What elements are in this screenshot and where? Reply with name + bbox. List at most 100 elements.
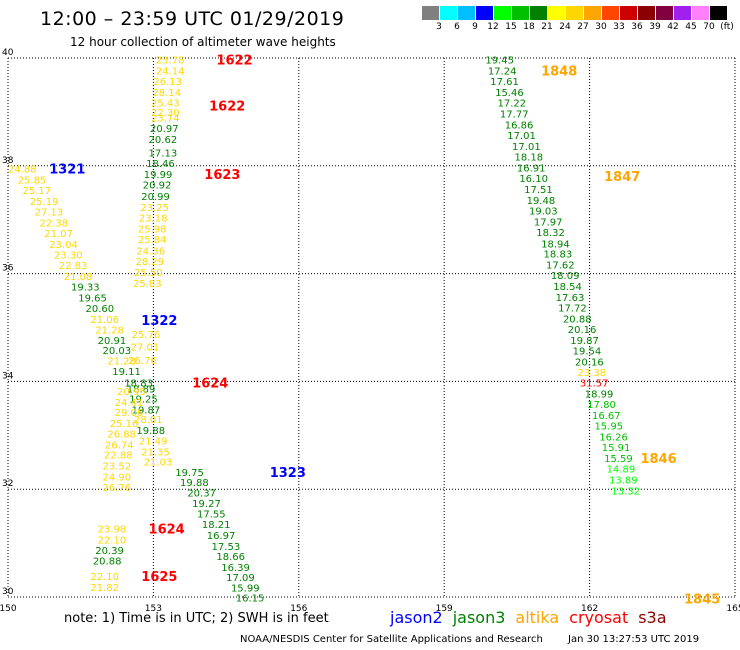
swh-value: 23.25 (140, 203, 169, 214)
swh-value: 25.84 (138, 235, 167, 246)
y-tick-label: 32 (2, 479, 13, 489)
color-scale-label: 3 (436, 22, 442, 32)
swh-value: 27.13 (35, 208, 64, 219)
swh-value: 21.82 (90, 583, 119, 594)
swh-value: 17.77 (500, 110, 529, 121)
swh-value: 15.91 (602, 443, 631, 454)
swh-value: 19.54 (573, 347, 602, 358)
swh-value: 21.03 (144, 458, 173, 469)
axis-ticks: 150 153 156 159 162 165 30 32 34 36 38 40 (0, 48, 740, 614)
swh-value: 23.30 (54, 251, 83, 262)
swh-value: 24.41 (115, 398, 144, 409)
swh-value: 20.91 (98, 336, 127, 347)
swh-value: 21.49 (139, 437, 168, 448)
swh-value: 26.76 (103, 483, 132, 494)
swh-value: 26.74 (105, 440, 134, 451)
swh-value: 15.59 (604, 454, 633, 465)
swh-value: 20.62 (149, 135, 178, 146)
swh-value: 19.88 (136, 426, 165, 437)
swh-value: 16.39 (221, 563, 250, 574)
y-tick-label: 30 (2, 587, 14, 597)
color-scale-label: 15 (505, 22, 517, 32)
swh-value: 25.76 (132, 330, 161, 341)
swh-value: 13.32 (611, 486, 640, 497)
swh-value: 17.61 (490, 77, 519, 88)
swh-value: 26.88 (107, 430, 136, 441)
swh-value: 15.99 (231, 583, 260, 594)
swh-value: 21.35 (141, 447, 170, 458)
swh-value: 22.88 (104, 451, 133, 462)
swh-value: 20.03 (103, 346, 132, 357)
swh-value: 19.25 (129, 395, 158, 406)
swh-value: 17.13 (149, 148, 178, 159)
swh-value: 23.98 (98, 525, 127, 536)
legend-item-jason3: jason3 (452, 608, 506, 627)
color-swatch (548, 6, 566, 20)
swh-value: 22.10 (98, 535, 127, 546)
swh-value: 17.53 (212, 542, 241, 553)
swh-value: 13.89 (609, 475, 638, 486)
swh-value: 19.33 (71, 283, 100, 294)
grid-lines (7, 57, 736, 598)
color-swatch (494, 6, 512, 20)
swh-value: 21.07 (44, 229, 73, 240)
legend-item-altika: altika (515, 608, 560, 627)
swh-value: 17.01 (507, 131, 536, 142)
swh-value: 19.87 (132, 405, 161, 416)
y-tick-label: 40 (2, 48, 14, 58)
swh-value: 15.95 (594, 422, 623, 433)
swh-value: 18.83 (544, 250, 573, 261)
swh-value: 28.01 (134, 415, 163, 426)
swh-value: 24.36 (136, 246, 165, 257)
swh-value: 25.16 (110, 419, 139, 430)
swh-value: 24.90 (103, 472, 132, 483)
pass-time-label: 1624 (192, 376, 228, 391)
swh-value: 17.72 (558, 304, 587, 315)
x-tick-label: 159 (436, 604, 453, 614)
color-swatch (584, 6, 602, 20)
color-scale-label: 39 (649, 22, 661, 32)
color-scale-label: 12 (487, 22, 499, 32)
swh-value: 16.91 (517, 163, 546, 174)
color-scale-labels: 3 6 9 12 15 18 21 24 27 30 33 36 39 42 45 70 (ft) (422, 22, 740, 34)
color-scale-label: (ft) (720, 22, 734, 32)
swh-value: 20.16 (568, 325, 597, 336)
swh-value: 25.17 (23, 186, 52, 197)
swh-value: 19.88 (180, 478, 209, 489)
swh-value: 18.32 (536, 228, 565, 239)
swh-value: 25.50 (134, 268, 163, 279)
swh-value: 16.97 (207, 531, 236, 542)
pass-time-label: 1624 (149, 523, 185, 538)
swh-value: 16.10 (519, 174, 548, 185)
pass-time-label: 1845 (684, 593, 720, 608)
swh-value: 22.10 (90, 572, 119, 583)
swh-value: 19.87 (570, 336, 599, 347)
swh-value: 20.99 (141, 192, 170, 203)
color-swatch (530, 6, 548, 20)
swh-value: 23.78 (156, 56, 185, 67)
swh-value: 22.83 (59, 261, 88, 272)
pass-time-label: 1622 (209, 99, 245, 114)
legend-item-jason2: jason2 (390, 608, 443, 627)
swh-value: 19.45 (485, 56, 514, 67)
chart-title: 12:00 – 23:59 UTC 01/29/2019 (40, 8, 345, 30)
swh-value: 17.55 (197, 509, 226, 520)
swh-value: 20.88 (93, 556, 122, 567)
agency-credit: NOAA/NESDIS Center for Satellite Applica… (240, 634, 543, 645)
swh-value: 21.28 (95, 326, 124, 337)
swh-value: 23.74 (151, 113, 180, 124)
x-tick-label: 165 (726, 604, 740, 614)
swh-value: 24.88 (8, 164, 37, 175)
swh-value: 19.27 (192, 499, 221, 510)
color-swatch (422, 6, 440, 20)
swh-value: 16.15 (236, 594, 265, 605)
swh-value: 17.62 (546, 260, 575, 271)
swh-value: 20.97 (150, 124, 179, 135)
swh-value: 15.46 (495, 88, 524, 99)
swh-value: 18.09 (551, 271, 580, 282)
swh-value: 17.80 (587, 400, 616, 411)
color-swatch (710, 6, 728, 20)
color-scale-label: 9 (472, 22, 478, 32)
pass-time-label: 1323 (270, 466, 306, 481)
